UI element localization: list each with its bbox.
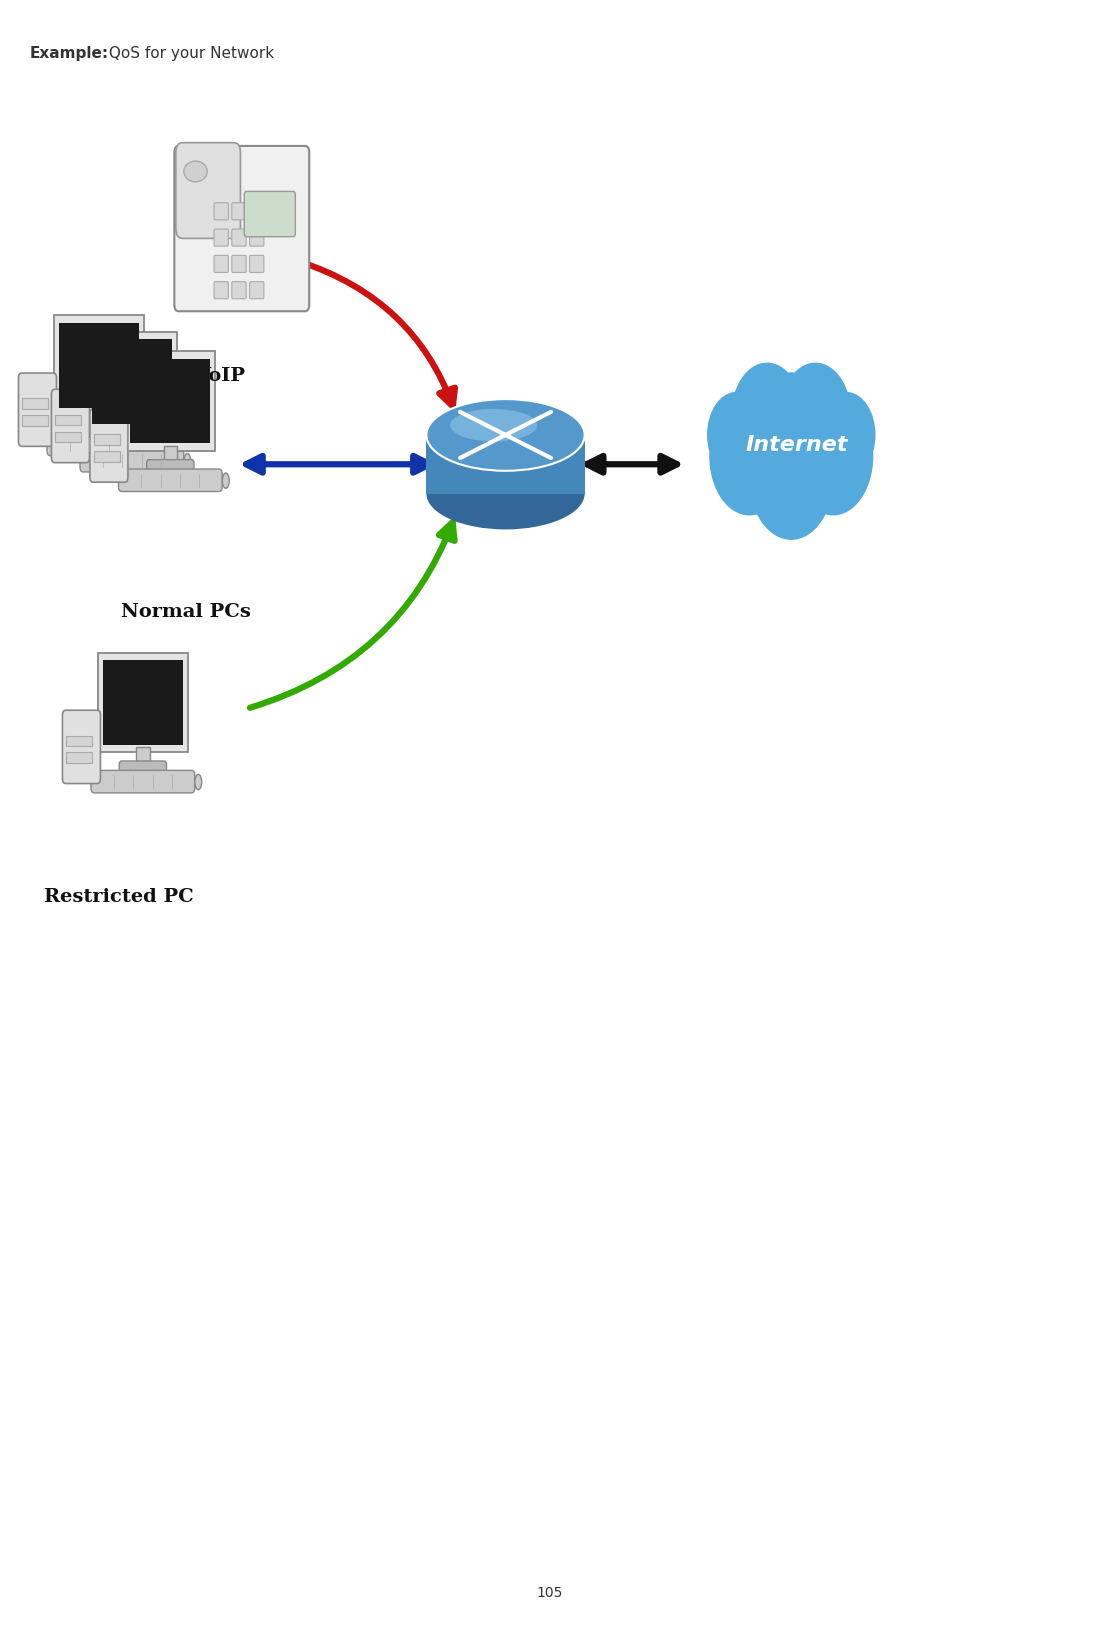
FancyBboxPatch shape [249, 202, 264, 220]
Text: Restricted PC: Restricted PC [44, 888, 193, 906]
Text: Internet: Internet [745, 435, 848, 454]
FancyBboxPatch shape [47, 433, 151, 456]
Circle shape [793, 397, 873, 515]
FancyBboxPatch shape [232, 230, 246, 246]
FancyBboxPatch shape [249, 230, 264, 246]
Polygon shape [426, 435, 585, 494]
FancyBboxPatch shape [232, 202, 246, 220]
FancyBboxPatch shape [136, 748, 149, 766]
FancyBboxPatch shape [90, 409, 127, 482]
FancyBboxPatch shape [19, 373, 56, 446]
FancyBboxPatch shape [249, 256, 264, 272]
FancyBboxPatch shape [214, 202, 229, 220]
FancyBboxPatch shape [125, 427, 138, 445]
FancyBboxPatch shape [93, 451, 120, 463]
FancyBboxPatch shape [52, 389, 89, 463]
FancyBboxPatch shape [22, 415, 48, 427]
FancyBboxPatch shape [55, 415, 81, 425]
Circle shape [818, 393, 875, 477]
FancyBboxPatch shape [75, 424, 123, 438]
FancyBboxPatch shape [92, 339, 171, 424]
Circle shape [708, 393, 765, 477]
Ellipse shape [222, 472, 230, 489]
FancyBboxPatch shape [93, 435, 120, 445]
FancyBboxPatch shape [131, 358, 210, 443]
Ellipse shape [184, 453, 191, 469]
FancyBboxPatch shape [232, 256, 246, 272]
Ellipse shape [451, 409, 537, 441]
FancyBboxPatch shape [87, 332, 177, 432]
FancyBboxPatch shape [119, 469, 222, 492]
Circle shape [739, 373, 844, 529]
FancyBboxPatch shape [92, 411, 106, 428]
Circle shape [732, 363, 802, 468]
FancyBboxPatch shape [175, 147, 309, 311]
FancyBboxPatch shape [244, 191, 296, 236]
FancyBboxPatch shape [147, 459, 195, 474]
FancyBboxPatch shape [249, 282, 264, 298]
Text: Normal PCs: Normal PCs [121, 603, 251, 621]
FancyBboxPatch shape [80, 450, 184, 472]
Circle shape [750, 415, 833, 539]
FancyBboxPatch shape [108, 440, 156, 454]
FancyBboxPatch shape [119, 761, 167, 775]
Circle shape [710, 397, 789, 515]
Ellipse shape [426, 458, 585, 529]
FancyBboxPatch shape [164, 446, 177, 464]
FancyBboxPatch shape [66, 736, 92, 746]
FancyBboxPatch shape [59, 323, 138, 407]
FancyBboxPatch shape [214, 256, 229, 272]
FancyBboxPatch shape [54, 316, 144, 415]
FancyBboxPatch shape [66, 753, 92, 764]
FancyBboxPatch shape [232, 282, 246, 298]
Ellipse shape [184, 161, 208, 182]
FancyBboxPatch shape [214, 282, 229, 298]
Ellipse shape [195, 774, 202, 790]
FancyBboxPatch shape [63, 710, 100, 784]
FancyBboxPatch shape [103, 660, 182, 744]
FancyBboxPatch shape [214, 230, 229, 246]
Text: QoS for your Network: QoS for your Network [104, 46, 275, 60]
FancyBboxPatch shape [176, 143, 241, 238]
Text: 105: 105 [536, 1585, 563, 1600]
FancyBboxPatch shape [98, 653, 188, 753]
Text: VoIP: VoIP [195, 367, 245, 384]
Circle shape [780, 363, 851, 468]
Text: Example:: Example: [30, 46, 109, 60]
FancyBboxPatch shape [22, 399, 48, 409]
FancyBboxPatch shape [91, 771, 195, 793]
Ellipse shape [151, 437, 158, 453]
FancyBboxPatch shape [55, 432, 81, 443]
FancyBboxPatch shape [125, 352, 215, 451]
Ellipse shape [426, 399, 585, 471]
